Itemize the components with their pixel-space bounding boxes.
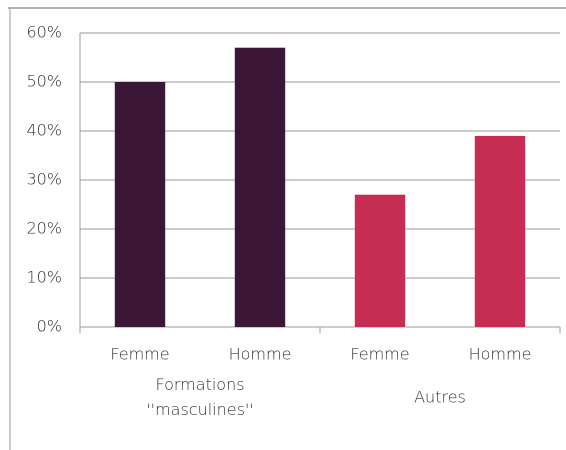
group-label-line: ''masculines'' — [146, 400, 253, 419]
x-tick-label: Femme — [110, 345, 169, 364]
y-tick-label: 50% — [26, 72, 62, 91]
bar — [474, 135, 526, 327]
y-tick-label: 20% — [26, 219, 62, 238]
y-tick-label: 30% — [26, 170, 62, 189]
y-tick-label: 40% — [26, 121, 62, 140]
bar — [114, 82, 166, 327]
y-tick-label: 60% — [26, 23, 62, 42]
x-tick-label: Femme — [350, 345, 409, 364]
y-tick-label: 0% — [37, 317, 62, 336]
x-tick-label: Homme — [469, 345, 532, 364]
group-label: Formations ''masculines'' — [146, 375, 253, 419]
group-label-line: Formations — [155, 375, 244, 394]
bar — [354, 194, 406, 327]
group-label: Autres — [414, 388, 466, 407]
bar — [234, 47, 286, 327]
y-tick-label: 10% — [26, 268, 62, 287]
x-tick-label: Homme — [229, 345, 292, 364]
